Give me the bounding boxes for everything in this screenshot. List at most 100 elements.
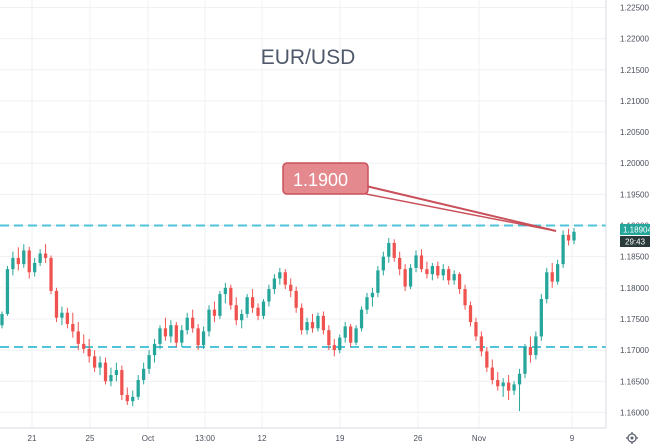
candle-body: [11, 257, 15, 270]
candle-body: [496, 380, 500, 387]
candle-body: [523, 347, 527, 374]
candle-body: [60, 312, 64, 318]
callout-pointer: [365, 185, 557, 232]
y-tick-label: 1.17000: [620, 346, 649, 355]
candle-body: [398, 257, 402, 270]
x-tick-label: 25: [86, 434, 95, 443]
candle-body: [430, 266, 434, 275]
candle-body: [392, 242, 396, 258]
candle-body: [87, 348, 91, 357]
candle-body: [163, 328, 168, 337]
candle-body: [65, 312, 70, 324]
candle-body: [468, 305, 473, 323]
candle-body: [212, 309, 217, 316]
x-tick-label: Oct: [142, 434, 155, 443]
candle-body: [196, 328, 200, 346]
x-tick-label: 13:00: [195, 434, 216, 443]
countdown-label: 29:43: [625, 238, 646, 247]
callout-box: [282, 162, 369, 195]
y-tick-label: 1.20500: [620, 128, 649, 137]
candle-body: [38, 253, 42, 263]
candle-body: [54, 290, 59, 318]
x-tick-label: Nov: [472, 434, 486, 443]
candle-body: [27, 250, 31, 273]
y-tick-label: 1.22500: [620, 3, 649, 12]
candle-body: [256, 307, 260, 316]
last-price-label: 1.18904: [623, 226, 650, 235]
candle-body: [321, 315, 326, 331]
candle-body: [414, 255, 418, 268]
candle-body: [294, 290, 298, 308]
x-tick-label: 21: [28, 434, 37, 443]
candle-body: [201, 331, 206, 346]
candle-body: [305, 322, 309, 331]
candle-body: [142, 368, 146, 381]
candle-body: [436, 266, 440, 276]
candle-body: [92, 356, 97, 368]
candle-body: [539, 299, 543, 337]
candle-body: [98, 362, 102, 368]
candle-body: [152, 343, 157, 356]
candle-body: [349, 326, 353, 343]
candle-body: [109, 375, 113, 382]
candle-body: [207, 309, 211, 332]
candle-body: [5, 269, 10, 314]
candle-body: [261, 301, 266, 316]
candle-body: [501, 382, 505, 387]
candle-body: [517, 373, 522, 385]
candle-body: [114, 370, 119, 376]
candle-body: [463, 289, 467, 306]
candle-body: [120, 370, 124, 395]
y-tick-label: 1.21000: [620, 97, 649, 106]
candle-body: [229, 287, 233, 306]
candle-body: [490, 367, 494, 381]
candle-body: [381, 256, 385, 271]
price-badges: 1.18904 29:43: [620, 224, 650, 247]
candle-body: [33, 262, 37, 273]
candle-body: [376, 270, 380, 293]
candle-body: [180, 330, 184, 343]
candle-body: [223, 287, 227, 295]
candle-body: [43, 253, 48, 258]
candle-body: [82, 343, 86, 349]
candle-body: [327, 330, 331, 346]
candle-body: [550, 272, 554, 282]
candle-body: [512, 384, 516, 391]
gear-icon[interactable]: [626, 432, 638, 444]
candle-body: [566, 234, 571, 241]
candle-body: [338, 337, 342, 351]
y-tick-label: 1.21500: [620, 66, 649, 75]
candle-body: [332, 345, 336, 351]
candle-body: [185, 317, 189, 331]
candle-body: [272, 278, 277, 290]
candle-body: [245, 297, 249, 314]
candle-body: [441, 269, 445, 276]
candle-body: [452, 274, 456, 281]
candle-body: [267, 289, 271, 302]
candle-body: [289, 284, 293, 291]
y-tick-label: 1.18000: [620, 284, 649, 293]
y-tick-label: 1.20000: [620, 159, 649, 168]
last-price-badge: [620, 224, 650, 235]
candle-body: [103, 362, 108, 382]
x-tick-label: 12: [258, 434, 267, 443]
candle-body: [234, 305, 238, 321]
y-tick-label: 1.16500: [620, 377, 649, 386]
candle-body: [408, 267, 413, 287]
reference-lines: [0, 224, 606, 349]
candle-body: [0, 313, 4, 326]
candle-body: [71, 323, 75, 332]
callout-label: 1.1900: [293, 170, 348, 190]
candle-body: [343, 326, 347, 338]
price-callout: 1.1900: [282, 162, 557, 232]
candle-body: [125, 394, 129, 402]
x-tick-label: 19: [336, 434, 345, 443]
candle-body: [354, 328, 358, 343]
candle-body: [457, 274, 462, 290]
candle-body: [278, 272, 282, 279]
candle-body: [474, 322, 478, 337]
candle-body: [561, 234, 565, 265]
x-tick-label: 9: [570, 434, 575, 443]
y-tick-label: 1.18500: [620, 253, 649, 262]
